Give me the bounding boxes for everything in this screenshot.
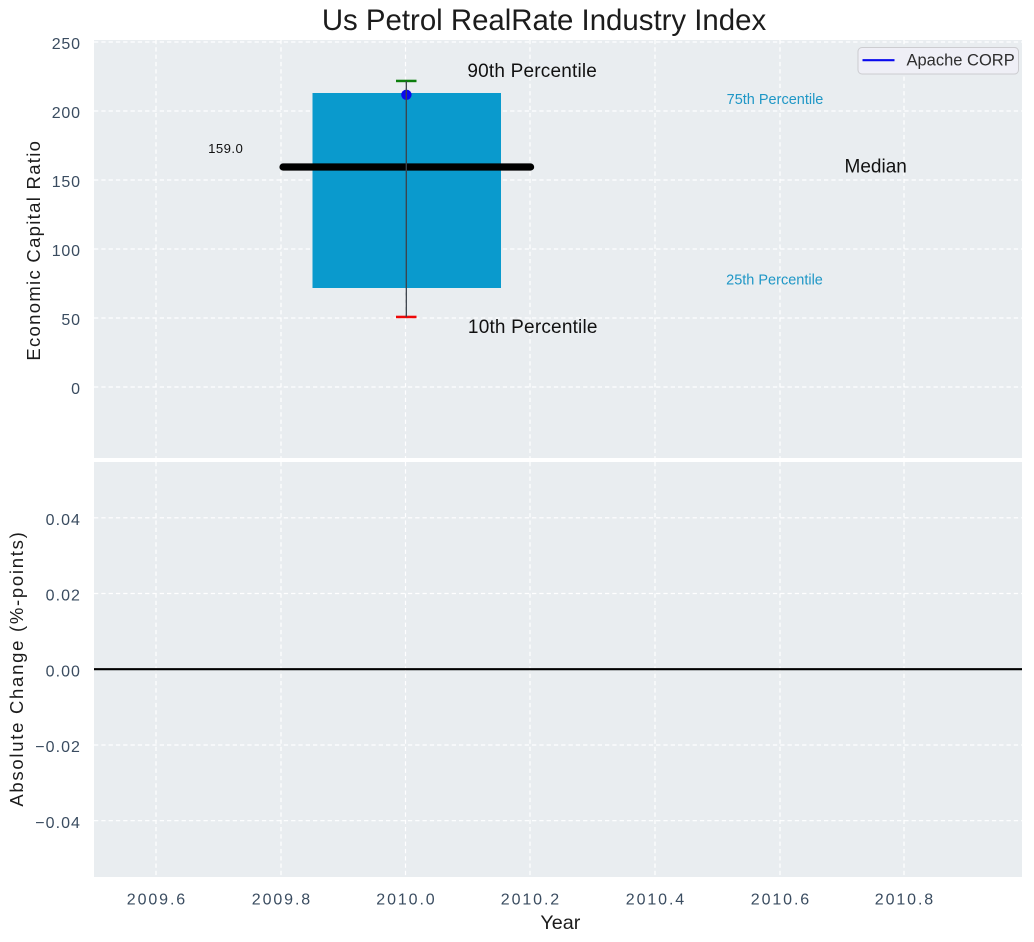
svg-text:Apache CORP: Apache CORP — [907, 51, 1015, 69]
svg-text:50: 50 — [61, 312, 80, 329]
svg-text:2010.0: 2010.0 — [376, 892, 436, 909]
svg-text:Median: Median — [845, 157, 907, 178]
svg-text:100: 100 — [52, 243, 81, 260]
svg-text:2009.8: 2009.8 — [252, 892, 312, 909]
svg-text:75th Percentile: 75th Percentile — [727, 92, 824, 108]
svg-text:Year: Year — [540, 912, 580, 934]
svg-text:2010.6: 2010.6 — [751, 892, 811, 909]
svg-text:Us Petrol RealRate Industry In: Us Petrol RealRate Industry Index — [322, 4, 767, 37]
svg-text:2010.8: 2010.8 — [875, 892, 935, 909]
svg-text:−0.02: −0.02 — [35, 739, 81, 756]
svg-text:0: 0 — [71, 381, 81, 398]
svg-text:0.04: 0.04 — [46, 512, 81, 529]
svg-text:25th Percentile: 25th Percentile — [726, 273, 823, 289]
svg-text:Economic Capital Ratio: Economic Capital Ratio — [23, 140, 44, 361]
svg-text:−0.04: −0.04 — [35, 815, 81, 832]
svg-text:90th Percentile: 90th Percentile — [467, 61, 597, 82]
svg-text:150: 150 — [52, 174, 81, 191]
svg-text:2010.4: 2010.4 — [626, 892, 686, 909]
svg-text:0.00: 0.00 — [46, 664, 81, 681]
svg-text:159.0: 159.0 — [208, 141, 243, 156]
svg-text:10th Percentile: 10th Percentile — [468, 317, 598, 338]
svg-text:0.02: 0.02 — [46, 588, 81, 605]
svg-text:200: 200 — [52, 105, 81, 122]
svg-text:Absolute Change (%-points): Absolute Change (%-points) — [6, 531, 27, 807]
svg-text:2009.6: 2009.6 — [127, 892, 187, 909]
svg-text:250: 250 — [52, 36, 81, 53]
svg-text:2010.2: 2010.2 — [501, 892, 561, 909]
